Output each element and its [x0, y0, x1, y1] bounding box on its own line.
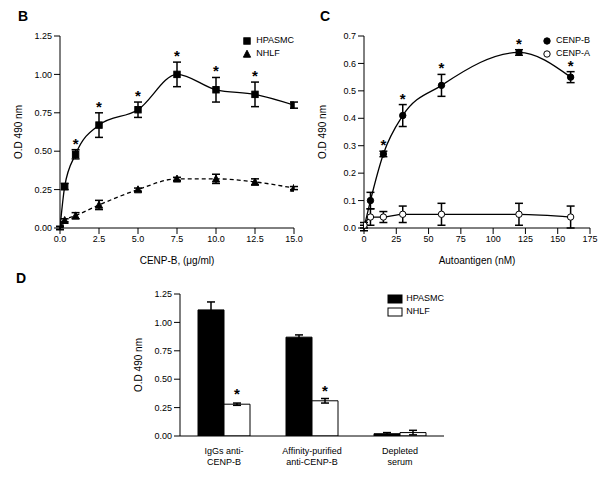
- svg-text:*: *: [400, 90, 406, 107]
- svg-text:0.75: 0.75: [154, 346, 172, 356]
- svg-text:75: 75: [456, 234, 466, 244]
- svg-text:*: *: [439, 59, 445, 76]
- svg-text:0.2: 0.2: [343, 168, 356, 178]
- svg-text:125: 125: [518, 234, 533, 244]
- svg-text:0: 0: [361, 234, 366, 244]
- html-text:NHLF: NHLF: [256, 48, 280, 58]
- svg-text:0.3: 0.3: [343, 141, 356, 151]
- svg-text:25: 25: [391, 234, 401, 244]
- svg-text:100: 100: [486, 234, 501, 244]
- svg-text:10.0: 10.0: [207, 234, 225, 244]
- svg-text:1.25: 1.25: [34, 31, 52, 41]
- svg-text:0.50: 0.50: [154, 374, 172, 384]
- svg-text:Autoantigen (nM): Autoantigen (nM): [439, 255, 516, 266]
- svg-text:*: *: [213, 62, 219, 79]
- svg-text:*: *: [174, 47, 180, 64]
- svg-text:0.0: 0.0: [54, 234, 67, 244]
- svg-text:2.5: 2.5: [93, 234, 106, 244]
- svg-text:O.D 490 nm: O.D 490 nm: [133, 338, 144, 392]
- svg-text:IgGs anti-CENP-B: IgGs anti-CENP-B: [204, 446, 243, 467]
- svg-text:*: *: [516, 35, 522, 52]
- svg-text:0.4: 0.4: [343, 113, 356, 123]
- svg-text:*: *: [252, 67, 258, 84]
- svg-text:150: 150: [550, 234, 565, 244]
- svg-text:0.7: 0.7: [343, 31, 356, 41]
- html-text:C: C: [320, 8, 331, 24]
- html-text:NHLF: NHLF: [406, 306, 430, 316]
- svg-text:0.1: 0.1: [343, 196, 356, 206]
- svg-text:*: *: [234, 385, 240, 402]
- svg-text:12.5: 12.5: [246, 234, 264, 244]
- svg-text:*: *: [96, 98, 102, 115]
- html-text:CENP-B: CENP-B: [556, 35, 590, 45]
- svg-text:0.75: 0.75: [34, 108, 52, 118]
- html-text:D: D: [16, 270, 27, 286]
- svg-text:0.00: 0.00: [34, 223, 52, 233]
- svg-text:1.00: 1.00: [154, 318, 172, 328]
- svg-text:Affinity-purifiedanti-CENP-B: Affinity-purifiedanti-CENP-B: [282, 446, 341, 467]
- svg-text:CENP-B, (μg/ml): CENP-B, (μg/ml): [140, 255, 215, 266]
- svg-text:175: 175: [582, 234, 597, 244]
- html-text:CENP-A: CENP-A: [556, 48, 590, 58]
- html-text:B: B: [18, 8, 29, 24]
- svg-text:7.5: 7.5: [171, 234, 184, 244]
- svg-text:0.25: 0.25: [34, 185, 52, 195]
- svg-text:*: *: [322, 382, 328, 399]
- svg-text:O.D 490 nm: O.D 490 nm: [13, 105, 24, 159]
- svg-text:0.50: 0.50: [34, 146, 52, 156]
- svg-text:Depletedserum: Depletedserum: [382, 446, 418, 467]
- svg-text:*: *: [568, 57, 574, 74]
- svg-text:15.0: 15.0: [285, 234, 303, 244]
- svg-text:0.6: 0.6: [343, 59, 356, 69]
- svg-text:*: *: [135, 87, 141, 104]
- svg-text:50: 50: [424, 234, 434, 244]
- svg-text:5.0: 5.0: [132, 234, 145, 244]
- html-text:HPASMC: HPASMC: [406, 293, 444, 303]
- svg-text:0.00: 0.00: [154, 431, 172, 441]
- svg-text:O.D 490 nm: O.D 490 nm: [317, 105, 328, 159]
- svg-text:1.00: 1.00: [34, 70, 52, 80]
- svg-text:0.0: 0.0: [343, 223, 356, 233]
- svg-text:1.25: 1.25: [154, 289, 172, 299]
- svg-text:0.25: 0.25: [154, 403, 172, 413]
- svg-text:*: *: [380, 136, 386, 153]
- svg-text:*: *: [73, 135, 79, 152]
- svg-text:0.5: 0.5: [343, 86, 356, 96]
- html-text:HPASMC: HPASMC: [256, 35, 294, 45]
